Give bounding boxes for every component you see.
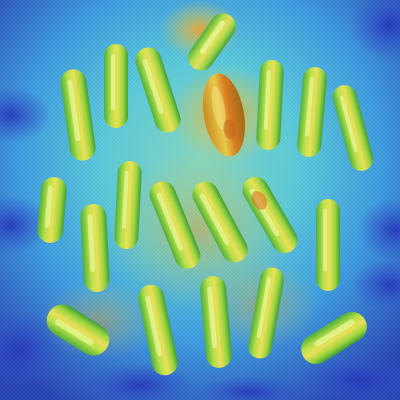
capsule xyxy=(135,47,181,133)
capsule xyxy=(202,73,246,157)
capsule xyxy=(332,85,374,171)
capsule xyxy=(104,44,128,128)
capsule xyxy=(316,199,340,291)
capsule xyxy=(114,161,142,249)
capsule xyxy=(242,176,298,254)
capsule xyxy=(248,267,284,359)
capsule xyxy=(297,67,327,157)
capsule xyxy=(46,304,110,356)
capsule xyxy=(80,204,110,292)
capsule xyxy=(256,60,284,150)
capsule xyxy=(60,69,96,161)
capsules xyxy=(37,13,374,376)
capsule xyxy=(149,181,201,269)
capsule xyxy=(188,13,236,71)
capsule xyxy=(192,181,248,263)
capsule xyxy=(200,276,232,368)
capsule xyxy=(301,311,367,365)
capsule xyxy=(37,177,67,243)
capsule xyxy=(138,284,178,376)
